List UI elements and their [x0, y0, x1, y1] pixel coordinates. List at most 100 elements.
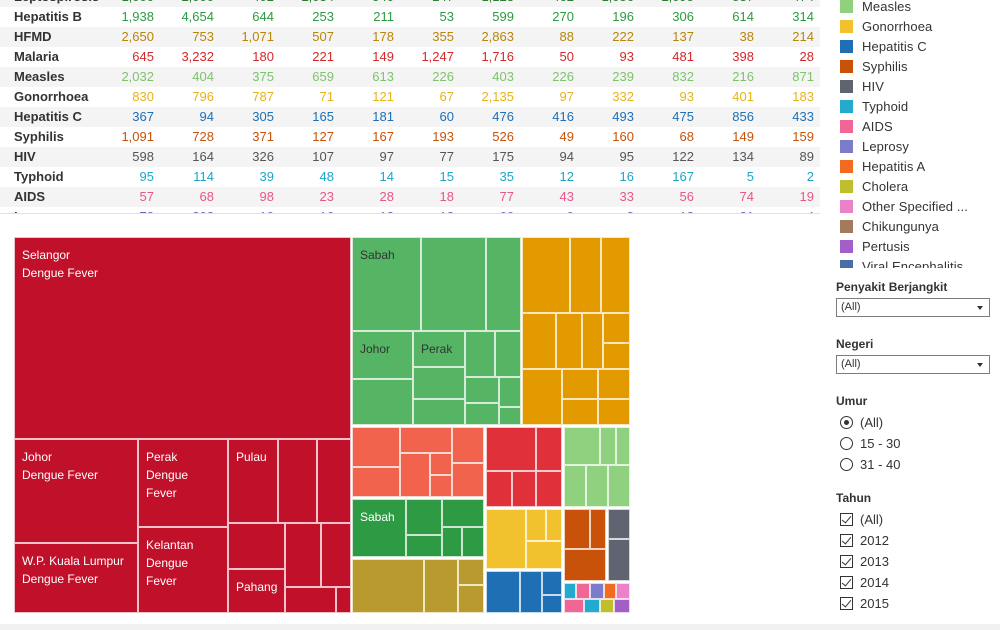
filter-tahun-option-all[interactable]: (All): [840, 509, 883, 529]
treemap-cell-gono-d[interactable]: [526, 541, 562, 569]
treemap-cell-pertusis[interactable]: [614, 599, 630, 613]
treemap-cell-measles-a[interactable]: [564, 427, 600, 465]
treemap-cell-aids[interactable]: [576, 583, 590, 599]
treemap-cell-hepa-h[interactable]: [452, 463, 484, 497]
treemap-cell-hepc-c[interactable]: [542, 571, 562, 595]
treemap-cell-syph-b[interactable]: [590, 509, 606, 549]
treemap-cell-sabah-lepto[interactable]: Sabah: [352, 499, 406, 557]
color-legend[interactable]: Measles Gonorrhoea Hepatitis C Syphilis HIV T…: [836, 0, 1000, 268]
table-row[interactable]: Syphilis 1,091 728 371 127 167 193 526 49 160 68 14…: [0, 127, 820, 147]
treemap-cell-perak-hepb[interactable]: Perak: [413, 331, 465, 367]
treemap-cell-lepto-b[interactable]: [442, 499, 484, 527]
treemap-cell-malaria-d[interactable]: [512, 471, 536, 507]
treemap-cell-hiv-a[interactable]: [608, 509, 630, 539]
legend-item[interactable]: Chikungunya: [840, 216, 939, 236]
treemap-cell-olive-b[interactable]: [424, 559, 458, 613]
treemap-cell-aids-b[interactable]: [564, 599, 584, 613]
treemap-cell-olive-a[interactable]: [352, 559, 424, 613]
treemap-cell-hfmd-c[interactable]: [601, 237, 630, 313]
treemap-cell-malaria-a[interactable]: [486, 427, 536, 471]
treemap-cell-hepc-d[interactable]: [542, 595, 562, 613]
checkbox-checked-icon[interactable]: [840, 533, 853, 547]
treemap-cell-other[interactable]: [616, 583, 630, 599]
treemap-cell-hfmd-b[interactable]: [570, 237, 601, 313]
table-row[interactable]: AIDS 57 68 98 23 28 18 77 43 33 56 74 19: [0, 187, 820, 207]
legend-item[interactable]: Gonorrhoea: [840, 16, 932, 36]
legend-item[interactable]: Leprosy: [840, 136, 909, 156]
treemap-cell-johor-hepb[interactable]: Johor: [352, 331, 413, 379]
legend-item[interactable]: HIV: [840, 76, 884, 96]
filter-umur-option-all[interactable]: (All): [840, 412, 883, 432]
table-row[interactable]: HIV 598 164 326 107 97 77 175 94 95 122 134 89: [0, 147, 820, 167]
checkbox-checked-icon[interactable]: [840, 575, 853, 589]
legend-item[interactable]: Typhoid: [840, 96, 908, 116]
table-row[interactable]: Hepatitis B 1,938 4,654 644 253 211 53 599 270 19…: [0, 7, 820, 27]
treemap-cell-dengue-b[interactable]: [317, 439, 351, 523]
treemap-cell-hepa-d[interactable]: [352, 467, 400, 497]
treemap-chart[interactable]: Selangor Dengue Fever Johor Dengue Fever W…: [14, 237, 630, 613]
treemap-cell-malaria-c[interactable]: [486, 471, 512, 507]
table-row[interactable]: Typhoid 95 114 39 48 14 15 35 12 16 167 5 2: [0, 167, 820, 187]
treemap-cell-hepb-g[interactable]: [495, 331, 521, 377]
filter-tahun-option-2013[interactable]: 2013: [840, 551, 889, 571]
treemap-cell-hepb-c[interactable]: [352, 379, 413, 425]
treemap-cell-perak-dengue[interactable]: Perak Dengue Fever: [138, 439, 228, 527]
treemap-cell-hfmd-j[interactable]: [562, 369, 598, 399]
treemap-cell-hepb-a[interactable]: [421, 237, 486, 331]
treemap-cell-kl-dengue[interactable]: W.P. Kuala Lumpur Dengue Fever: [14, 543, 138, 613]
treemap-cell-leprosy[interactable]: [590, 583, 604, 599]
treemap-cell-malaria-e[interactable]: [536, 471, 562, 507]
checkbox-checked-icon[interactable]: [840, 554, 853, 568]
table-row[interactable]: Malaria 645 3,232 180 221 149 1,247 1,716 50 93 48…: [0, 47, 820, 67]
filter-tahun-option-2012[interactable]: 2012: [840, 530, 889, 550]
treemap-cell-measles-c[interactable]: [616, 427, 630, 465]
treemap-cell-hepa-f[interactable]: [430, 453, 452, 475]
treemap-cell-dengue-a[interactable]: [278, 439, 317, 523]
treemap-cell-selangor-dengue[interactable]: Selangor Dengue Fever: [14, 237, 351, 439]
treemap-cell-typhoid[interactable]: [564, 583, 576, 599]
treemap-cell-hepa-e[interactable]: [400, 453, 430, 497]
treemap-cell-malaria-b[interactable]: [536, 427, 562, 471]
radio-icon[interactable]: [840, 457, 853, 471]
legend-item[interactable]: Measles: [840, 0, 911, 16]
treemap-cell-hfmd-h[interactable]: [603, 343, 630, 369]
treemap-cell-hfmd-d[interactable]: [522, 313, 556, 369]
filter-tahun-option-2015[interactable]: 2015: [840, 593, 889, 613]
treemap-cell-hfmd-i[interactable]: [522, 369, 562, 425]
legend-item[interactable]: AIDS: [840, 116, 893, 136]
legend-item[interactable]: Syphilis: [840, 56, 908, 76]
filter-umur-option-31-40[interactable]: 31 - 40: [840, 454, 900, 474]
table-row[interactable]: HFMD 2,650 753 1,071 507 178 355 2,863 88 222 137 3…: [0, 27, 820, 47]
treemap-cell-gono-c[interactable]: [546, 509, 562, 541]
legend-item[interactable]: Hepatitis C: [840, 36, 927, 56]
treemap-cell-dengue-d[interactable]: [285, 523, 321, 587]
treemap-cell-pahang-dengue[interactable]: Pahang: [228, 569, 285, 613]
treemap-cell-dengue-f[interactable]: [285, 587, 336, 613]
treemap-cell-lepto-d[interactable]: [442, 527, 462, 557]
table-row[interactable]: Measles 2,032 404 375 659 613 226 403 226 239 832 2…: [0, 67, 820, 87]
radio-icon[interactable]: [840, 436, 853, 450]
table-row[interactable]: Leprosy7820210161212669813214: [0, 207, 820, 213]
treemap-cell-hepb-b[interactable]: [486, 237, 521, 331]
treemap-cell-measles-e[interactable]: [586, 465, 608, 507]
treemap-cell-dengue-g[interactable]: [336, 587, 351, 613]
treemap-cell-gono-b[interactable]: [526, 509, 546, 541]
treemap-cell-hfmd-a[interactable]: [522, 237, 570, 313]
legend-item[interactable]: Viral Encephalitis: [840, 256, 963, 268]
treemap-cell-hepb-f[interactable]: [465, 331, 495, 377]
treemap-cell-hepb-e[interactable]: [413, 399, 465, 425]
treemap-cell-dengue-c[interactable]: [228, 523, 285, 569]
treemap-cell-hepb-j[interactable]: [499, 377, 521, 407]
treemap-cell-measles-d[interactable]: [564, 465, 586, 507]
filter-umur-option-15-30[interactable]: 15 - 30: [840, 433, 900, 453]
treemap-cell-syph-a[interactable]: [564, 509, 590, 549]
treemap-cell-hepa-b[interactable]: [400, 427, 452, 453]
radio-selected-icon[interactable]: [840, 415, 853, 429]
treemap-cell-hepa-a[interactable]: [352, 427, 400, 467]
table-row[interactable]: Hepatitis C 367 94 305 165 181 60 476 416 493 475 8…: [0, 107, 820, 127]
treemap-cell-hepa-small[interactable]: [604, 583, 616, 599]
treemap-cell-hfmd-m[interactable]: [598, 399, 630, 425]
table-row[interactable]: Gonorrhoea 830 796 787 71 121 67 2,135 97 332 93 40…: [0, 87, 820, 107]
treemap-cell-hepc-a[interactable]: [486, 571, 520, 613]
disease-table-panel[interactable]: Leptospirosis1,0002,0004022,0345402471,1…: [0, 0, 820, 213]
